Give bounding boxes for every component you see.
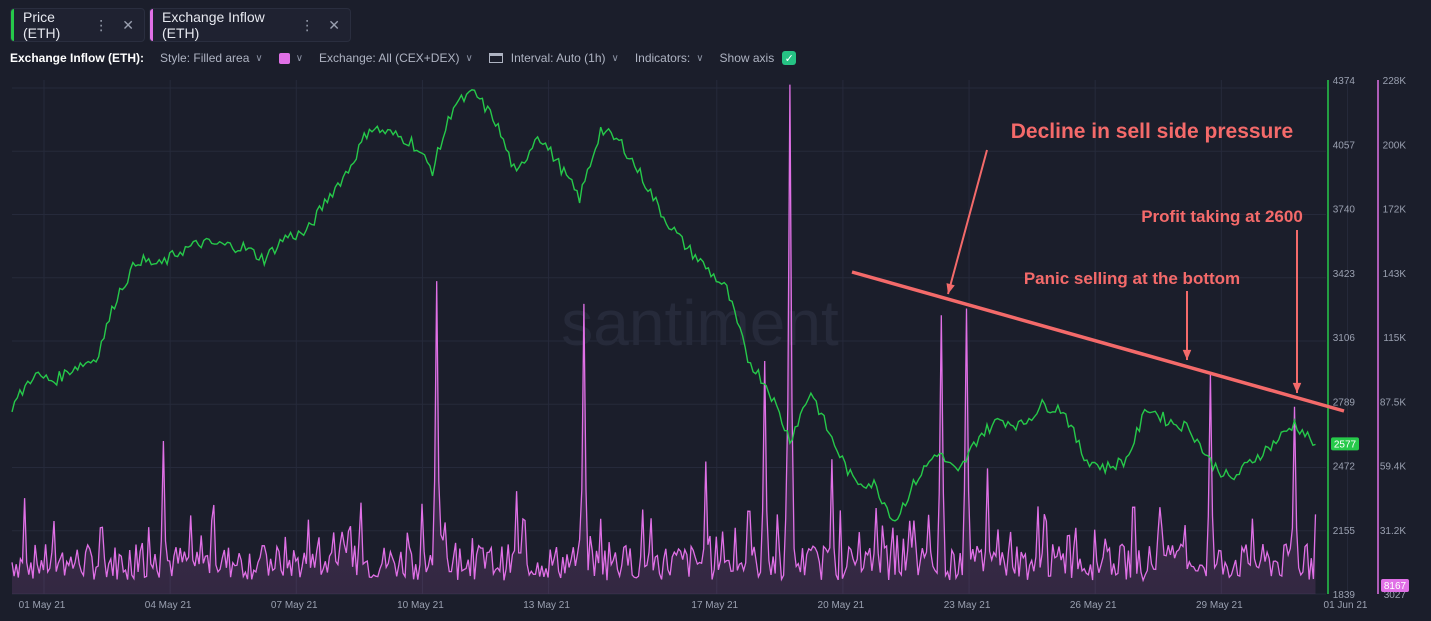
close-icon[interactable]: ✕ xyxy=(328,16,340,33)
toolbar-title: Exchange Inflow (ETH): xyxy=(10,51,145,65)
annotations: Decline in sell side pressure Profit taki… xyxy=(851,120,1345,413)
interval-dropdown[interactable]: Interval: Auto (1h) ∨ xyxy=(488,51,619,65)
show-axis-toggle[interactable]: Show axis ✓ xyxy=(720,51,797,65)
indicators-dropdown[interactable]: Indicators: ∨ xyxy=(635,51,704,65)
x-tick-label: 23 May 21 xyxy=(944,600,991,611)
exchange-dropdown[interactable]: Exchange: All (CEX+DEX) ∨ xyxy=(319,51,473,65)
price-tick-label: 2155 xyxy=(1333,526,1356,537)
price-tick-label: 3106 xyxy=(1333,333,1356,344)
chevron-down-icon: ∨ xyxy=(255,52,263,64)
last-inflow-label: 8167 xyxy=(1384,581,1407,592)
watermark: santiment xyxy=(561,287,839,359)
more-options-icon[interactable]: ⋮ xyxy=(94,16,109,33)
inflow-tick-label: 228K xyxy=(1383,76,1407,87)
chevron-down-icon: ∨ xyxy=(465,52,473,64)
inflow-tick-label: 59.4K xyxy=(1380,462,1406,473)
checkbox-checked-icon[interactable]: ✓ xyxy=(782,51,797,65)
inflow-line xyxy=(11,84,1317,583)
color-picker[interactable]: ∨ xyxy=(278,52,304,64)
price-series xyxy=(11,89,1316,522)
inflow-area xyxy=(12,84,1316,594)
annotation-profit-taking: Profit taking at 2600 xyxy=(1141,207,1303,226)
panic-arrow-head xyxy=(1182,349,1192,360)
x-tick-label: 20 May 21 xyxy=(818,600,865,611)
tab-exchange-inflow[interactable]: Exchange Inflow (ETH) ⋮ ✕ xyxy=(149,8,351,42)
chevron-down-icon: ∨ xyxy=(611,52,619,64)
sell-pressure-trendline xyxy=(851,270,1345,413)
price-tick-label: 4057 xyxy=(1333,140,1356,151)
annotation-panic-selling: Panic selling at the bottom xyxy=(1024,269,1240,288)
x-tick-label: 01 May 21 xyxy=(19,600,66,611)
x-tick-label: 04 May 21 xyxy=(145,600,192,611)
last-price-badge xyxy=(1331,437,1359,451)
style-label: Style: Filled area xyxy=(160,51,250,65)
chevron-down-icon: ∨ xyxy=(696,52,704,64)
decline-arrow-shaft xyxy=(947,149,988,295)
tab-inflow-label: Exchange Inflow (ETH) xyxy=(162,9,265,41)
metric-tabs: Price (ETH) ⋮ ✕ Exchange Inflow (ETH) ⋮ … xyxy=(10,8,351,42)
inflow-tick-label: 143K xyxy=(1383,269,1407,280)
metric-toolbar: Exchange Inflow (ETH): Style: Filled are… xyxy=(10,49,812,67)
interval-icon xyxy=(488,53,503,63)
more-options-icon[interactable]: ⋮ xyxy=(300,16,315,33)
indicators-label: Indicators: xyxy=(634,51,691,65)
interval-label: Interval: Auto (1h) xyxy=(510,51,606,65)
inflow-tick-label: 115K xyxy=(1383,333,1406,344)
inflow-tick-label: 172K xyxy=(1383,205,1407,216)
x-tick-label: 17 May 21 xyxy=(691,600,738,611)
tab-price[interactable]: Price (ETH) ⋮ ✕ xyxy=(10,8,145,42)
inflow-series xyxy=(11,84,1317,594)
x-tick-label: 10 May 21 xyxy=(397,600,444,611)
x-tick-label: 26 May 21 xyxy=(1070,600,1117,611)
annotation-decline: Decline in sell side pressure xyxy=(1011,120,1293,143)
show-axis-label: Show axis xyxy=(719,51,775,65)
tab-price-color-bar xyxy=(11,9,14,41)
x-tick-label: 29 May 21 xyxy=(1196,600,1243,611)
price-line xyxy=(11,89,1316,522)
price-tick-label: 3740 xyxy=(1333,205,1356,216)
profit-arrow-head xyxy=(1292,382,1302,393)
inflow-tick-label: 31.2K xyxy=(1380,526,1406,537)
x-tick-label: 01 Jun 21 xyxy=(1324,600,1368,611)
price-tick-label: 1839 xyxy=(1333,590,1356,601)
decline-arrow-head xyxy=(946,283,955,294)
tab-inflow-color-bar xyxy=(150,9,153,41)
tab-price-label: Price (ETH) xyxy=(23,9,61,41)
x-tick-label: 07 May 21 xyxy=(271,600,318,611)
exchange-label: Exchange: All (CEX+DEX) xyxy=(319,51,460,65)
axes: 4374 4057 3740 3423 3106 2789 2472 2155 1839 228K… xyxy=(19,76,1409,611)
inflow-tick-label: 200K xyxy=(1383,140,1407,151)
style-dropdown[interactable]: Style: Filled area ∨ xyxy=(160,51,263,65)
x-tick-label: 13 May 21 xyxy=(523,600,570,611)
color-swatch xyxy=(278,52,290,64)
price-tick-label: 2789 xyxy=(1333,397,1356,408)
chevron-down-icon: ∨ xyxy=(295,52,304,64)
price-tick-label: 2472 xyxy=(1333,462,1356,473)
last-price-label: 2577 xyxy=(1334,439,1357,450)
close-icon[interactable]: ✕ xyxy=(122,16,134,33)
last-inflow-badge xyxy=(1381,579,1409,592)
price-tick-label: 3423 xyxy=(1333,269,1356,280)
inflow-tick-label: 3027 xyxy=(1384,590,1407,601)
price-tick-label: 4374 xyxy=(1333,76,1356,87)
grid xyxy=(12,80,1348,595)
inflow-tick-label: 87.5K xyxy=(1380,397,1406,408)
